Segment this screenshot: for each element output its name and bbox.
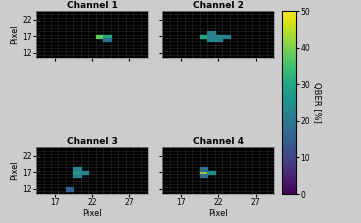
X-axis label: Pixel: Pixel — [82, 209, 102, 218]
Bar — [215, 38, 222, 41]
Title: Channel 4: Channel 4 — [193, 137, 244, 147]
Bar — [73, 171, 81, 174]
Bar — [207, 38, 215, 41]
Bar — [200, 35, 207, 38]
Bar — [200, 171, 207, 174]
Bar — [66, 187, 73, 191]
Y-axis label: Pixel: Pixel — [10, 25, 19, 44]
Title: Channel 3: Channel 3 — [67, 137, 117, 147]
Bar — [96, 35, 103, 38]
Bar — [73, 167, 81, 171]
Bar — [200, 167, 207, 171]
Bar — [215, 35, 222, 38]
Bar — [73, 174, 81, 177]
Bar — [207, 31, 215, 35]
Title: Channel 2: Channel 2 — [193, 1, 244, 10]
Title: Channel 1: Channel 1 — [67, 1, 117, 10]
X-axis label: Pixel: Pixel — [209, 209, 228, 218]
Bar — [200, 174, 207, 177]
Bar — [81, 171, 88, 174]
Bar — [103, 35, 111, 38]
Y-axis label: QBER [%]: QBER [%] — [312, 82, 321, 123]
Bar — [103, 38, 111, 41]
Bar — [207, 171, 215, 174]
Y-axis label: Pixel: Pixel — [10, 161, 19, 180]
Bar — [207, 35, 215, 38]
Bar — [222, 35, 230, 38]
